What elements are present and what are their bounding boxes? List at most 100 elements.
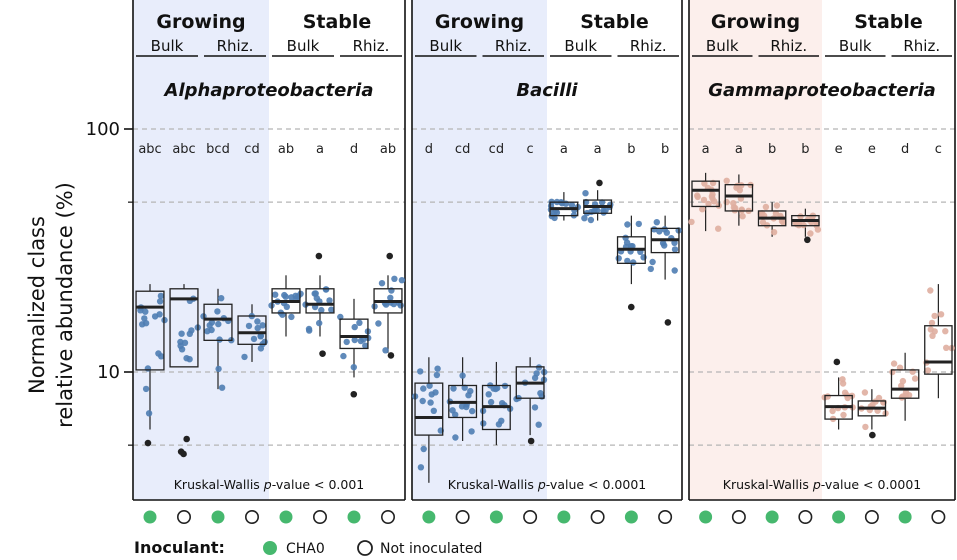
box (203, 303, 233, 341)
data-point (898, 382, 905, 389)
data-point (137, 307, 144, 314)
outlier-point (527, 437, 535, 445)
compartment-label: Rhiz. (770, 37, 807, 55)
panel-frames (124, 0, 956, 501)
data-point (391, 275, 398, 282)
data-point (142, 320, 150, 327)
data-point (343, 338, 350, 346)
data-point (807, 230, 814, 237)
data-point (927, 287, 934, 294)
condition-header: Stable (303, 11, 372, 33)
data-point (730, 200, 737, 207)
growing-shade (412, 0, 547, 500)
data-point (943, 344, 950, 351)
significance-letter: b (801, 142, 809, 157)
data-point (535, 421, 542, 428)
significance-letter: b (627, 142, 635, 157)
box (890, 369, 920, 399)
panel-title: Alphaproteobacteria (163, 80, 374, 101)
data-point (773, 202, 781, 209)
box (724, 184, 754, 212)
data-point (738, 206, 745, 213)
outlier-point (833, 358, 841, 366)
data-point (350, 364, 357, 371)
data-point (362, 342, 369, 349)
data-point (417, 368, 424, 375)
data-point (630, 259, 637, 266)
data-point (840, 411, 847, 419)
data-point (890, 360, 898, 367)
data-point (351, 323, 358, 331)
data-point (417, 464, 425, 471)
data-point (615, 255, 622, 262)
data-point (419, 397, 426, 405)
data-point (468, 428, 475, 435)
inoculant-cha0-marker (699, 510, 713, 524)
inoculant-cha0-marker (898, 510, 912, 524)
inoculant-cha0-marker (279, 510, 293, 524)
box (339, 318, 369, 350)
data-point (467, 387, 474, 395)
data-point (420, 445, 427, 453)
data-point (647, 265, 654, 273)
data-point (420, 385, 427, 392)
significance-letter: c (527, 142, 534, 157)
significance-letter: d (425, 142, 433, 157)
text-layer: Growing Bulk Rhiz. Stable Bulk Rhiz. Alphaprot… (86, 11, 952, 492)
inoculant-none-marker (931, 509, 946, 524)
inoculant-none-marker (245, 509, 260, 524)
inoculant-none-marker (864, 509, 879, 524)
data-point (452, 411, 459, 418)
data-point (513, 395, 520, 403)
data-point (156, 298, 164, 305)
data-point (241, 353, 248, 361)
data-point (705, 200, 712, 208)
compartment-label: Bulk (151, 37, 184, 55)
data-point (427, 399, 434, 406)
outlier-point (664, 319, 672, 326)
significance-letter: cd (489, 142, 504, 157)
inoculant-none-marker (658, 509, 673, 524)
inoculant-none-marker (455, 509, 470, 524)
data-point (624, 221, 631, 228)
significance-letter: a (702, 142, 710, 157)
data-point (316, 319, 323, 327)
data-point (281, 291, 288, 299)
data-point (531, 404, 539, 411)
box (691, 180, 720, 208)
data-point (624, 257, 631, 265)
inoculant-cha0-marker (624, 510, 638, 524)
data-point (770, 229, 778, 236)
data-point (715, 225, 722, 232)
inoculant-none-marker (312, 509, 327, 524)
data-point (487, 398, 495, 406)
data-point (434, 365, 441, 372)
data-point (250, 335, 258, 343)
data-point (649, 258, 656, 266)
data-point (145, 410, 153, 417)
significance-letter: b (768, 142, 776, 157)
data-point (216, 336, 223, 343)
data-point (862, 423, 869, 431)
data-point (841, 389, 849, 396)
compartment-label: Bulk (429, 37, 462, 55)
legend-not-inoculated-marker (357, 540, 373, 556)
outlier-point (386, 252, 394, 260)
data-point (257, 345, 265, 352)
data-point (382, 347, 389, 354)
box (305, 288, 335, 314)
data-point (254, 318, 261, 325)
condition-header: Growing (435, 11, 524, 33)
data-point (259, 322, 266, 329)
data-point (635, 220, 642, 228)
significance-letter: e (868, 142, 876, 157)
data-point (254, 324, 261, 332)
data-point (155, 350, 162, 357)
data-point (340, 352, 347, 360)
box (414, 382, 444, 436)
outlier-point (627, 303, 635, 311)
data-point (305, 325, 313, 333)
data-point (587, 216, 595, 224)
kruskal-wallis-label: Kruskal-Wallis p-value < 0.0001 (723, 477, 921, 492)
significance-letter: ab (380, 142, 396, 157)
